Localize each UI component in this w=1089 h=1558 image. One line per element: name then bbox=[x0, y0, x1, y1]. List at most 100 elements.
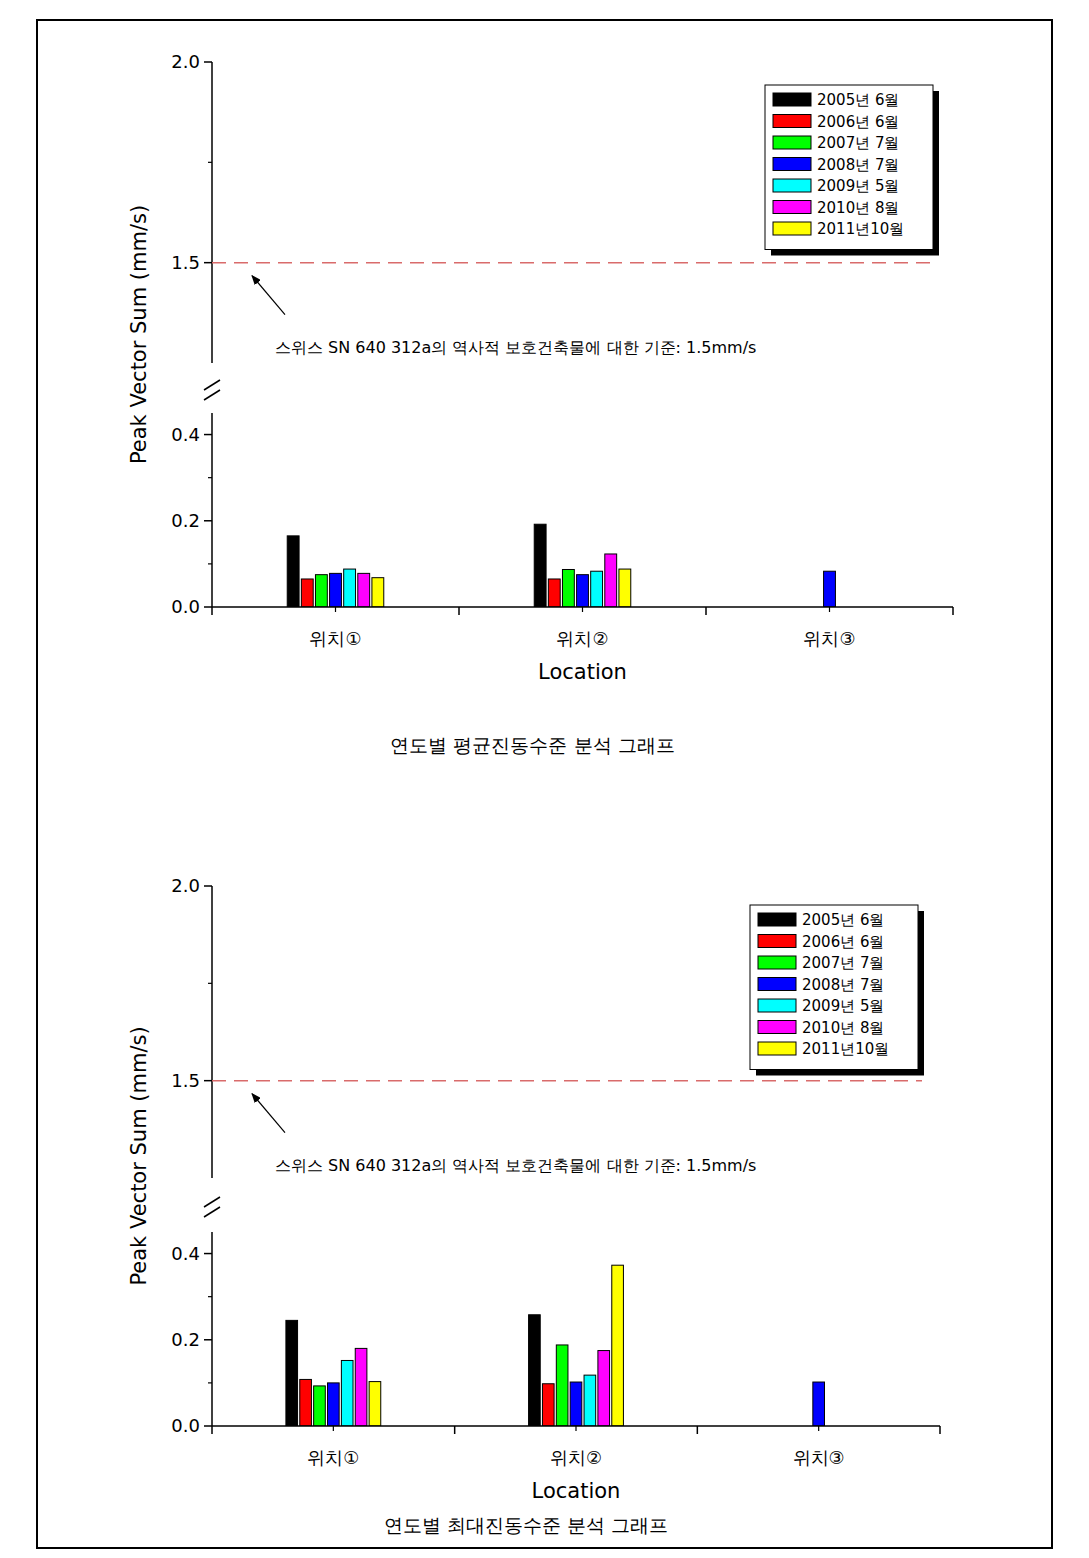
x-tick-label: 위치③ bbox=[793, 1447, 845, 1468]
bar bbox=[813, 1382, 825, 1426]
bar bbox=[372, 578, 384, 607]
y-minor-tick bbox=[208, 477, 212, 478]
legend-swatch bbox=[773, 136, 811, 149]
bar bbox=[605, 554, 617, 607]
y-minor-tick bbox=[208, 983, 212, 984]
legend-label: 2010년 8월 bbox=[817, 199, 900, 217]
x-band-tick bbox=[705, 607, 707, 615]
bar bbox=[562, 569, 574, 607]
frame bbox=[37, 20, 1052, 1548]
legend-label: 2009년 5월 bbox=[802, 997, 885, 1015]
y-tick bbox=[204, 434, 212, 436]
y-tick-label: 0.2 bbox=[171, 1329, 200, 1350]
legend-label: 2011년10월 bbox=[817, 220, 904, 238]
y-axis-upper bbox=[211, 62, 213, 363]
y-minor-tick bbox=[208, 563, 212, 564]
y-tick bbox=[204, 61, 212, 63]
legend-swatch bbox=[773, 158, 811, 171]
axis-break bbox=[204, 1197, 220, 1207]
x-tick bbox=[818, 1426, 819, 1431]
y-tick-label: 0.2 bbox=[171, 510, 200, 531]
bar bbox=[577, 575, 589, 607]
legend: 2005년 6월2006년 6월2007년 7월2008년 7월2009년 5월… bbox=[750, 905, 924, 1076]
y-tick bbox=[204, 1339, 212, 1341]
legend-label: 2009년 5월 bbox=[817, 177, 900, 195]
axis-break bbox=[204, 1207, 220, 1217]
caption: 연도별 평균진동수준 분석 그래프 bbox=[390, 734, 674, 756]
legend-swatch bbox=[758, 913, 796, 926]
y-tick bbox=[204, 1253, 212, 1255]
legend-swatch bbox=[758, 935, 796, 948]
y-axis-label: Peak Vector Sum (mm/s) bbox=[127, 1026, 151, 1285]
bars bbox=[286, 1265, 825, 1426]
y-tick bbox=[204, 520, 212, 522]
x-band-tick bbox=[211, 1426, 213, 1434]
x-tick bbox=[575, 1426, 576, 1431]
x-band-tick bbox=[211, 607, 213, 615]
bar bbox=[328, 1383, 340, 1426]
x-axis-label: Location bbox=[532, 1479, 621, 1503]
bar bbox=[314, 1386, 326, 1426]
y-tick bbox=[204, 606, 212, 608]
legend-swatch bbox=[758, 978, 796, 991]
bar bbox=[330, 573, 342, 607]
x-tick-label: 위치② bbox=[550, 1447, 602, 1468]
y-axis-upper bbox=[211, 886, 213, 1178]
legend: 2005년 6월2006년 6월2007년 7월2008년 7월2009년 5월… bbox=[765, 85, 939, 256]
y-tick-label: 2.0 bbox=[171, 875, 200, 896]
legend-label: 2005년 6월 bbox=[817, 91, 900, 109]
legend-label: 2006년 6월 bbox=[802, 933, 885, 951]
bar bbox=[612, 1265, 624, 1426]
page: 0.0 0.2 0.4 1.5 2.0 위치① 위치② 위치③ Location Peak Vec… bbox=[0, 0, 1089, 1558]
chart: 0.00.20.41.52.0위치①위치②위치③LocationPeak Vec… bbox=[127, 51, 953, 756]
bar bbox=[548, 579, 560, 607]
bars bbox=[287, 524, 835, 607]
x-tick bbox=[829, 607, 830, 612]
bar bbox=[598, 1351, 610, 1426]
y-axis-lower bbox=[211, 413, 213, 607]
bar bbox=[369, 1382, 381, 1426]
legend-swatch bbox=[758, 1021, 796, 1034]
x-tick-label: 위치③ bbox=[803, 628, 855, 649]
y-tick bbox=[204, 1080, 212, 1082]
bar bbox=[534, 524, 546, 607]
background bbox=[0, 0, 1089, 1558]
x-band-tick bbox=[697, 1426, 699, 1434]
y-tick-label: 1.5 bbox=[171, 1070, 200, 1091]
legend-label: 2008년 7월 bbox=[802, 976, 885, 994]
bar bbox=[570, 1382, 582, 1426]
legend-swatch bbox=[758, 1042, 796, 1055]
threshold-line bbox=[212, 262, 935, 264]
legend-swatch bbox=[773, 115, 811, 128]
x-band-tick bbox=[952, 607, 954, 615]
legend-swatch bbox=[773, 222, 811, 235]
x-band-tick bbox=[939, 1426, 941, 1434]
annotation: 스위스 SN 640 312a의 역사적 보호건축물에 대한 기준: 1.5mm… bbox=[275, 338, 756, 357]
bar bbox=[344, 569, 356, 607]
y-tick bbox=[204, 885, 212, 887]
bar bbox=[591, 571, 603, 607]
y-axis-label: Peak Vector Sum (mm/s) bbox=[127, 205, 151, 464]
bar bbox=[286, 1320, 298, 1426]
bar bbox=[358, 573, 370, 607]
annotation: 스위스 SN 640 312a의 역사적 보호건축물에 대한 기준: 1.5mm… bbox=[275, 1156, 756, 1175]
y-tick bbox=[204, 1425, 212, 1427]
legend-label: 2011년10월 bbox=[802, 1040, 889, 1058]
legend-swatch bbox=[773, 201, 811, 214]
x-tick-label: 위치① bbox=[307, 1447, 359, 1468]
x-tick bbox=[333, 1426, 334, 1431]
y-axis-lower bbox=[211, 1232, 213, 1426]
legend-box bbox=[765, 85, 933, 250]
annotation-arrow bbox=[252, 1094, 285, 1133]
legend-label: 2008년 7월 bbox=[817, 156, 900, 174]
y-tick-label: 0.4 bbox=[171, 1243, 200, 1264]
bar bbox=[300, 1379, 312, 1426]
bar bbox=[824, 571, 836, 607]
bar bbox=[529, 1315, 541, 1426]
y-tick-label: 0.0 bbox=[171, 596, 200, 617]
x-band-tick bbox=[454, 1426, 456, 1434]
y-tick-label: 1.5 bbox=[171, 252, 200, 273]
bar bbox=[341, 1360, 353, 1426]
y-minor-tick bbox=[208, 1296, 212, 1297]
legend-swatch bbox=[758, 956, 796, 969]
